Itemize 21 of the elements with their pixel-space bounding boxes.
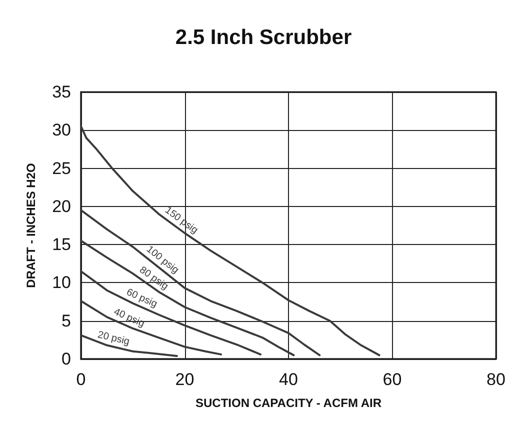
y-tick-label: 0: [62, 350, 71, 368]
x-tick-label: 20: [175, 370, 194, 389]
y-axis-title: DRAFT - INCHES H2O: [24, 163, 38, 288]
y-tick-label: 35: [52, 82, 71, 102]
line-series: [80, 209, 321, 356]
y-tick-label: 10: [52, 273, 71, 292]
x-tick-label: 60: [382, 370, 402, 389]
line-series: [80, 240, 295, 356]
y-tick-label: 15: [52, 235, 71, 254]
x-axis-title: SUCTION CAPACITY - ACFM AIR: [196, 396, 382, 410]
y-tick-label: 20: [52, 196, 71, 216]
x-tick-label: 80: [486, 370, 506, 389]
text: 150 psig: [162, 204, 200, 236]
text: 20 psig: [96, 330, 130, 348]
y-tick-label: 25: [52, 158, 71, 178]
y-tick-label: 5: [62, 311, 71, 330]
line-series: [80, 125, 380, 356]
chart-title: 2.5 Inch Scrubber: [175, 26, 352, 49]
x-tick-label: 0: [76, 370, 86, 389]
y-tick-label: 30: [52, 120, 71, 140]
x-tick-label: 40: [279, 370, 298, 389]
